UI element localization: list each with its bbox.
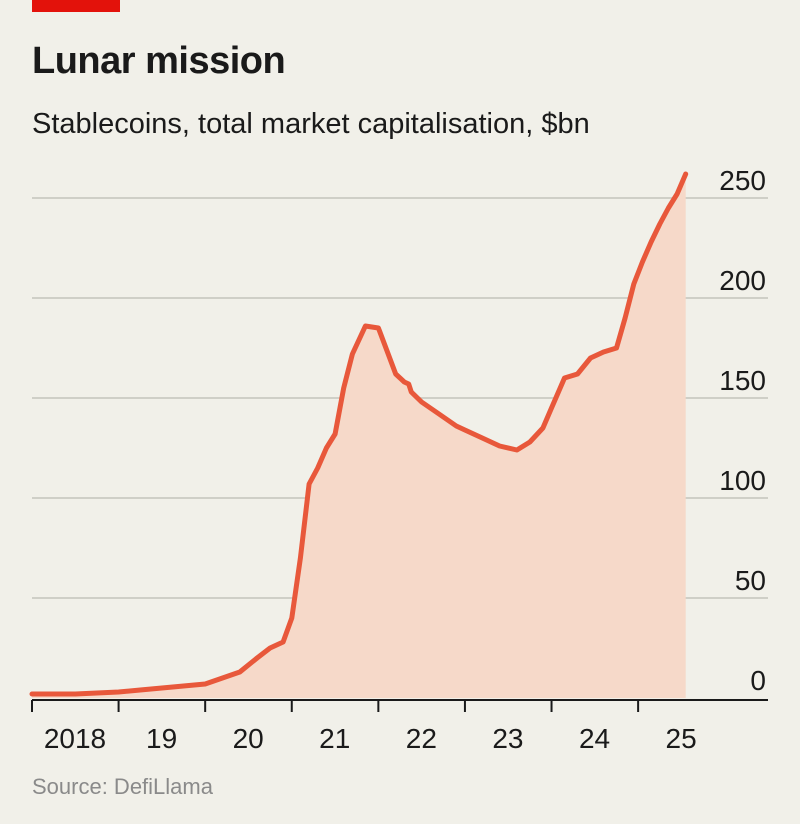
x-tick-label-22: 22 <box>406 723 437 754</box>
x-tick-label-21: 21 <box>319 723 350 754</box>
y-tick-label-150: 150 <box>719 365 766 396</box>
chart-subtitle: Stablecoins, total market capitalisation… <box>32 108 590 140</box>
y-tick-label-50: 50 <box>735 565 766 596</box>
source-note: Source: DefiLlama <box>32 774 213 799</box>
x-tick-label-2018: 2018 <box>44 723 106 754</box>
market-cap-line <box>29 171 689 697</box>
x-tick-label-24: 24 <box>579 723 610 754</box>
y-tick-label-100: 100 <box>719 465 766 496</box>
x-tick-label-19: 19 <box>146 723 177 754</box>
y-tick-label-200: 200 <box>719 265 766 296</box>
y-tick-label-250: 250 <box>719 165 766 196</box>
market-cap-area <box>32 174 686 698</box>
chart-title: Lunar mission <box>32 40 286 82</box>
x-tick-label-23: 23 <box>492 723 523 754</box>
x-tick-label-20: 20 <box>233 723 264 754</box>
x-tick-label-25: 25 <box>666 723 697 754</box>
y-tick-label-0: 0 <box>750 665 766 696</box>
brand-accent-bar <box>32 0 120 12</box>
